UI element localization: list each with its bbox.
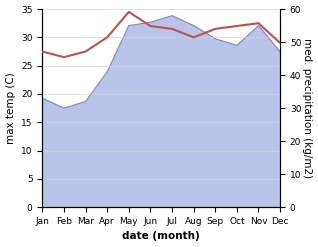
X-axis label: date (month): date (month) [122,231,200,242]
Y-axis label: max temp (C): max temp (C) [5,72,16,144]
Y-axis label: med. precipitation (kg/m2): med. precipitation (kg/m2) [302,38,313,178]
